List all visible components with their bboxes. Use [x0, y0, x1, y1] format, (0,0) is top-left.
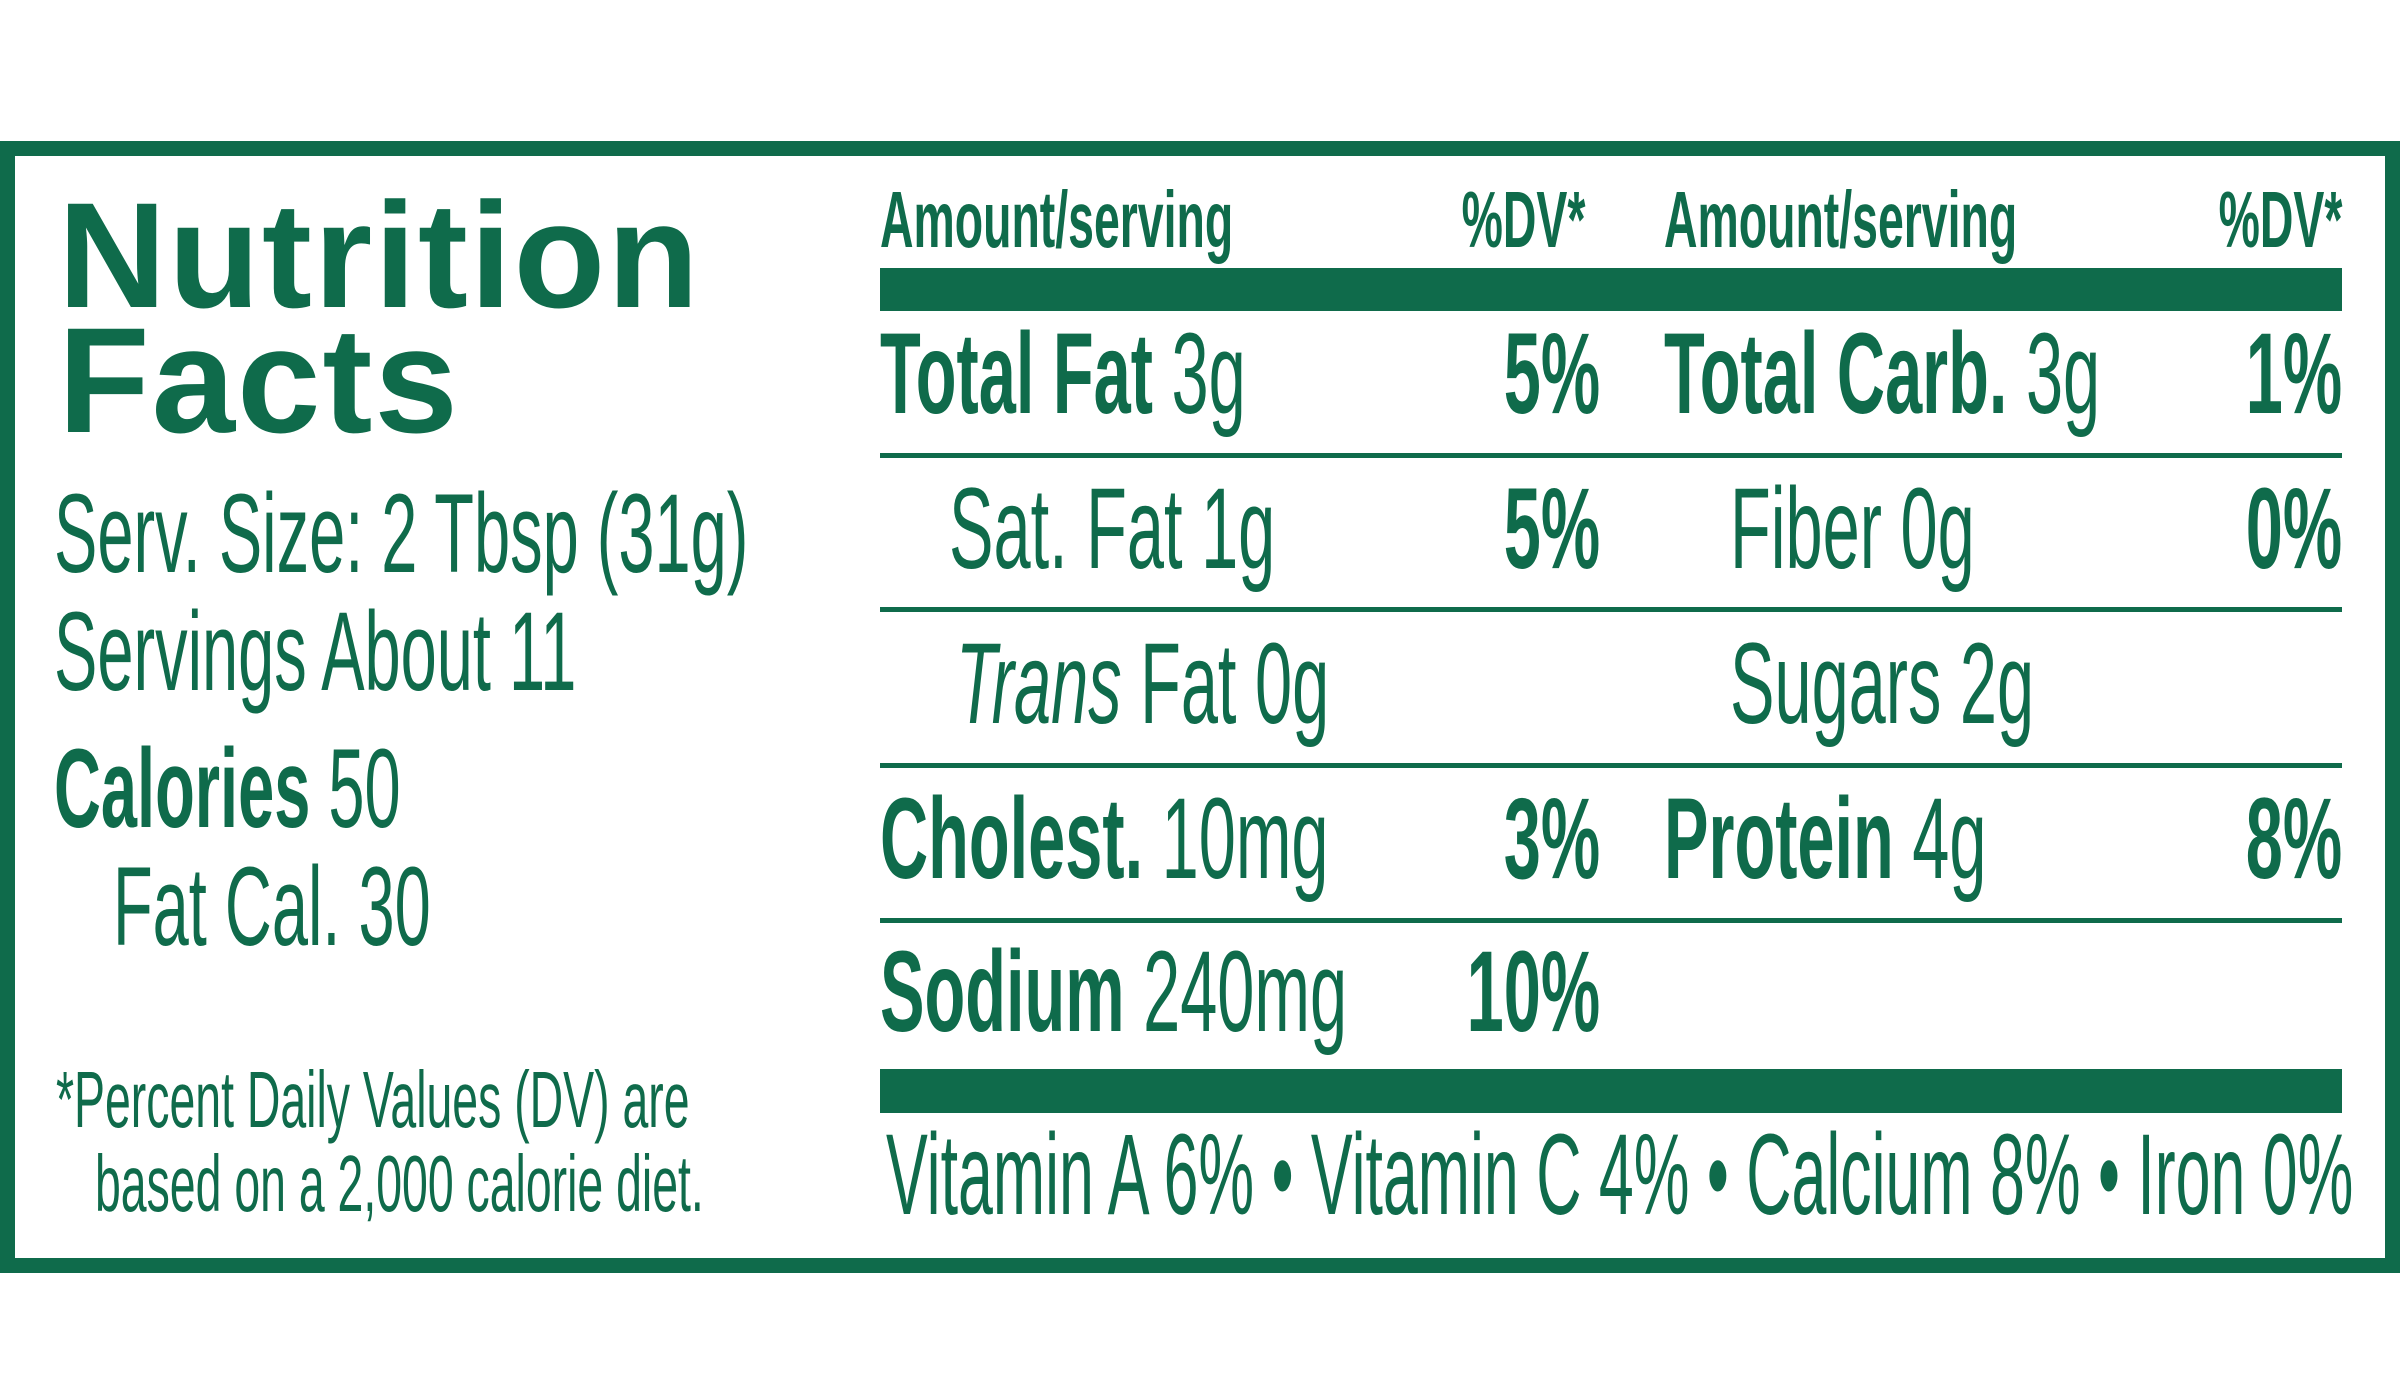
fat-calories: Fat Cal. 30 — [113, 844, 431, 969]
title-nutrition: Nutrition — [58, 171, 701, 339]
label-border — [0, 141, 2400, 1273]
vitamin-divider-bar — [880, 1069, 2342, 1113]
servings-per-container: Servings About 11 — [54, 589, 577, 714]
fiber: Fiber 0g — [1730, 465, 1975, 593]
protein-dv: 8% — [2245, 775, 2342, 903]
serving-size: Serv. Size: 2 Tbsp (31g) — [54, 471, 749, 596]
row-divider — [880, 453, 2342, 458]
total-carb-label: Total Carb. — [1664, 310, 2008, 438]
sodium-dv: 10% — [1466, 928, 1600, 1056]
total-carb-amount: 3g — [2025, 310, 2101, 438]
header-dv-left: %DV* — [1461, 175, 1585, 264]
row-divider — [880, 607, 2342, 612]
footnote-line-1: *Percent Daily Values (DV) are — [56, 1055, 690, 1144]
protein-amount: 4g — [1912, 775, 1987, 903]
trans-fat-italic: Trans — [956, 620, 1122, 748]
sat-fat-dv: 5% — [1503, 465, 1600, 593]
header-amount-right: Amount/serving — [1664, 175, 2018, 264]
row-divider — [880, 763, 2342, 768]
sat-fat: Sat. Fat 1g — [949, 465, 1276, 593]
total-fat-amount: 3g — [1171, 310, 1246, 438]
cholesterol-dv: 3% — [1503, 775, 1600, 903]
total-carb: Total Carb. 3g — [1664, 317, 2100, 432]
vitamins-minerals: Vitamin A 6% • Vitamin C 4% • Calcium 8%… — [886, 1111, 2354, 1239]
cholesterol-amount: 10mg — [1161, 775, 1329, 903]
sodium-amount: 240mg — [1143, 928, 1348, 1056]
cholesterol-label: Cholest. — [880, 775, 1144, 903]
total-carb-dv: 1% — [2245, 310, 2342, 438]
header-divider-bar — [880, 268, 2342, 311]
protein-label: Protein — [1664, 775, 1894, 903]
cholesterol: Cholest. 10mg — [880, 782, 1329, 897]
row-divider — [880, 918, 2342, 923]
calories-value: 50 — [328, 726, 401, 851]
calories: Calories 50 — [54, 733, 401, 845]
footnote-line-2: based on a 2,000 calorie diet. — [95, 1139, 704, 1228]
total-fat-label: Total Fat — [880, 310, 1153, 438]
protein: Protein 4g — [1664, 782, 1986, 897]
calories-label: Calories — [54, 726, 311, 851]
fiber-dv: 0% — [2245, 465, 2342, 593]
sodium-label: Sodium — [880, 928, 1125, 1056]
title-facts: Facts — [58, 296, 460, 464]
sugars: Sugars 2g — [1730, 620, 2035, 748]
header-amount-left: Amount/serving — [880, 175, 1234, 264]
trans-fat: Trans Fat 0g — [956, 627, 1329, 742]
trans-fat-amount: Fat 0g — [1140, 620, 1330, 748]
total-fat: Total Fat 3g — [880, 317, 1246, 432]
sodium: Sodium 240mg — [880, 935, 1347, 1050]
total-fat-dv: 5% — [1503, 310, 1600, 438]
header-dv-right: %DV* — [2218, 175, 2342, 264]
